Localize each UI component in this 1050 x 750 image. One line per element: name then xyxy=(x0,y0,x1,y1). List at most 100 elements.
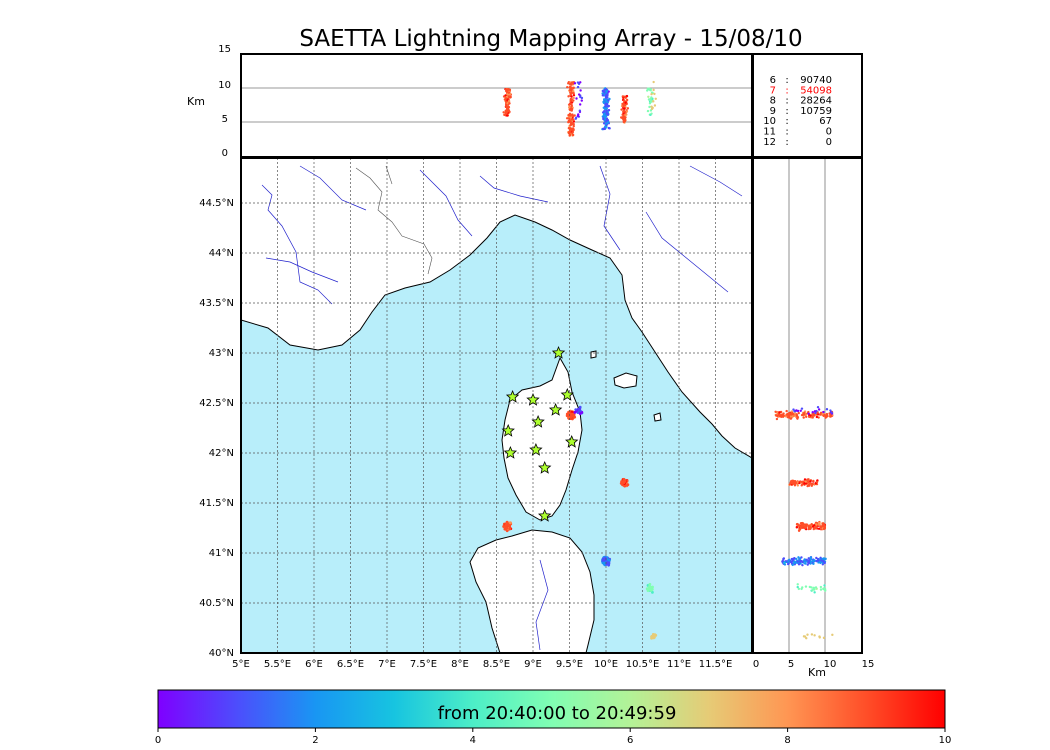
lightning-point xyxy=(650,634,654,638)
altitude-lon-point xyxy=(573,82,577,85)
altitude-lon-point xyxy=(624,96,627,99)
station-count: 54098 xyxy=(800,85,832,96)
altitude-lat-point xyxy=(789,417,793,420)
altitude-lat-point xyxy=(822,410,825,414)
altitude-lon-point xyxy=(626,107,630,110)
station-star xyxy=(551,345,566,359)
station-star xyxy=(538,508,552,522)
altitude-lat-point xyxy=(819,556,822,560)
altitude-lat-point xyxy=(806,633,809,636)
lon-tick-label: 11°E xyxy=(667,659,691,670)
altitude-lon-point xyxy=(620,108,623,111)
altitude-lon-point xyxy=(573,114,576,117)
altitude-lon-point xyxy=(568,134,571,137)
station-separator: : xyxy=(785,137,788,148)
altitude-lon-point xyxy=(579,89,582,92)
altitude-lon-point xyxy=(605,103,609,106)
altitude-lon-point xyxy=(566,85,569,89)
altitude-lat-point xyxy=(819,413,822,416)
altitude-lat-point xyxy=(809,556,813,559)
altitude-lon-point xyxy=(572,120,576,123)
altitude-lat-point xyxy=(815,415,819,419)
altitude-lat-point xyxy=(817,413,820,416)
lat-tick-label: 42.5°N xyxy=(199,398,234,409)
altitude-lat-point xyxy=(815,556,818,560)
altitude-lon-point xyxy=(652,80,655,84)
altitude-lat-point xyxy=(817,558,820,562)
rivers xyxy=(261,165,743,651)
top-ytick-5: 5 xyxy=(222,114,228,125)
altitude-lat-point xyxy=(788,558,791,562)
altitude-lat-point xyxy=(800,523,804,527)
altitude-lon-point xyxy=(571,133,575,137)
altitude-lat-point xyxy=(789,560,792,563)
altitude-lon-point xyxy=(604,103,607,106)
altitude-lat-point xyxy=(796,560,799,563)
colorbar-tick-label: 4 xyxy=(470,735,476,746)
altitude-lat-point xyxy=(811,410,814,414)
altitude-lat-point xyxy=(823,524,826,527)
altitude-lat-point xyxy=(813,559,816,562)
altitude-lon-point xyxy=(572,89,575,93)
colorbar-tick-label: 8 xyxy=(784,735,790,746)
altitude-lon-point xyxy=(602,98,606,101)
station-separator: : xyxy=(785,96,788,107)
altitude-lat-point xyxy=(799,525,802,528)
altitude-lat-point xyxy=(822,414,825,417)
altitude-lon-point xyxy=(572,99,575,102)
top-ylabel: Km xyxy=(187,95,205,108)
altitude-lat-point xyxy=(798,557,801,560)
altitude-lat-point xyxy=(788,483,792,486)
altitude-lat-point xyxy=(831,633,834,637)
altitude-lat-point xyxy=(818,523,821,526)
altitude-lat-point xyxy=(819,588,823,591)
altitude-lon-point xyxy=(569,97,573,101)
altitude-lon-point xyxy=(648,87,651,91)
altitude-lat-point xyxy=(807,557,810,560)
altitude-lat-point xyxy=(819,585,823,589)
altitude-lon-point xyxy=(576,114,580,118)
altitude-lat-point xyxy=(826,414,829,418)
altitude-lat-point xyxy=(801,480,805,483)
lightning-sources xyxy=(502,405,658,640)
lightning-point xyxy=(608,558,611,562)
lon-tick-label: 5°E xyxy=(232,659,250,670)
altitude-lon-point xyxy=(625,110,629,113)
altitude-longitude-panel: 0 5 10 15 Km xyxy=(187,44,753,159)
station-id: 9 xyxy=(770,106,776,117)
lon-tick-label: 10°E xyxy=(594,659,618,670)
altitude-lon-point xyxy=(601,94,605,97)
altitude-lon-point xyxy=(653,104,657,107)
station-count: 90740 xyxy=(800,75,832,86)
latitude-altitude-panel: 0 5 10 15 Km xyxy=(752,157,874,679)
lon-tick-label: 8°E xyxy=(451,659,469,670)
lightning-point xyxy=(649,588,652,591)
altitude-lat-point xyxy=(824,557,827,561)
station-id: 11 xyxy=(763,127,776,138)
station-star xyxy=(560,387,574,401)
station-count: 28264 xyxy=(800,96,832,107)
lightning-point xyxy=(509,521,512,525)
altitude-lat-point xyxy=(808,524,811,528)
altitude-lat-point xyxy=(793,412,797,415)
altitude-lon-point xyxy=(567,103,571,106)
altitude-lat-point xyxy=(781,559,785,563)
altitude-lon-point xyxy=(567,82,570,85)
lat-tick-label: 44.5°N xyxy=(199,198,234,209)
altitude-lon-point xyxy=(568,119,571,122)
altitude-lat-point xyxy=(799,560,802,563)
lon-tick-label: 6°E xyxy=(305,659,323,670)
altitude-lat-point xyxy=(812,479,815,483)
altitude-lon-point xyxy=(621,113,624,116)
right-xtick-10: 10 xyxy=(824,659,837,670)
altitude-lat-point xyxy=(830,411,833,414)
altitude-lon-point xyxy=(605,112,608,115)
altitude-lat-point xyxy=(795,409,798,412)
altitude-lon-point xyxy=(623,119,627,123)
altitude-lon-point xyxy=(569,123,572,127)
altitude-lat-point xyxy=(787,560,790,563)
altitude-lon-point xyxy=(602,117,605,121)
altitude-lon-point xyxy=(645,89,649,92)
altitude-lon-point xyxy=(569,85,572,88)
altitude-lat-point xyxy=(800,587,803,591)
